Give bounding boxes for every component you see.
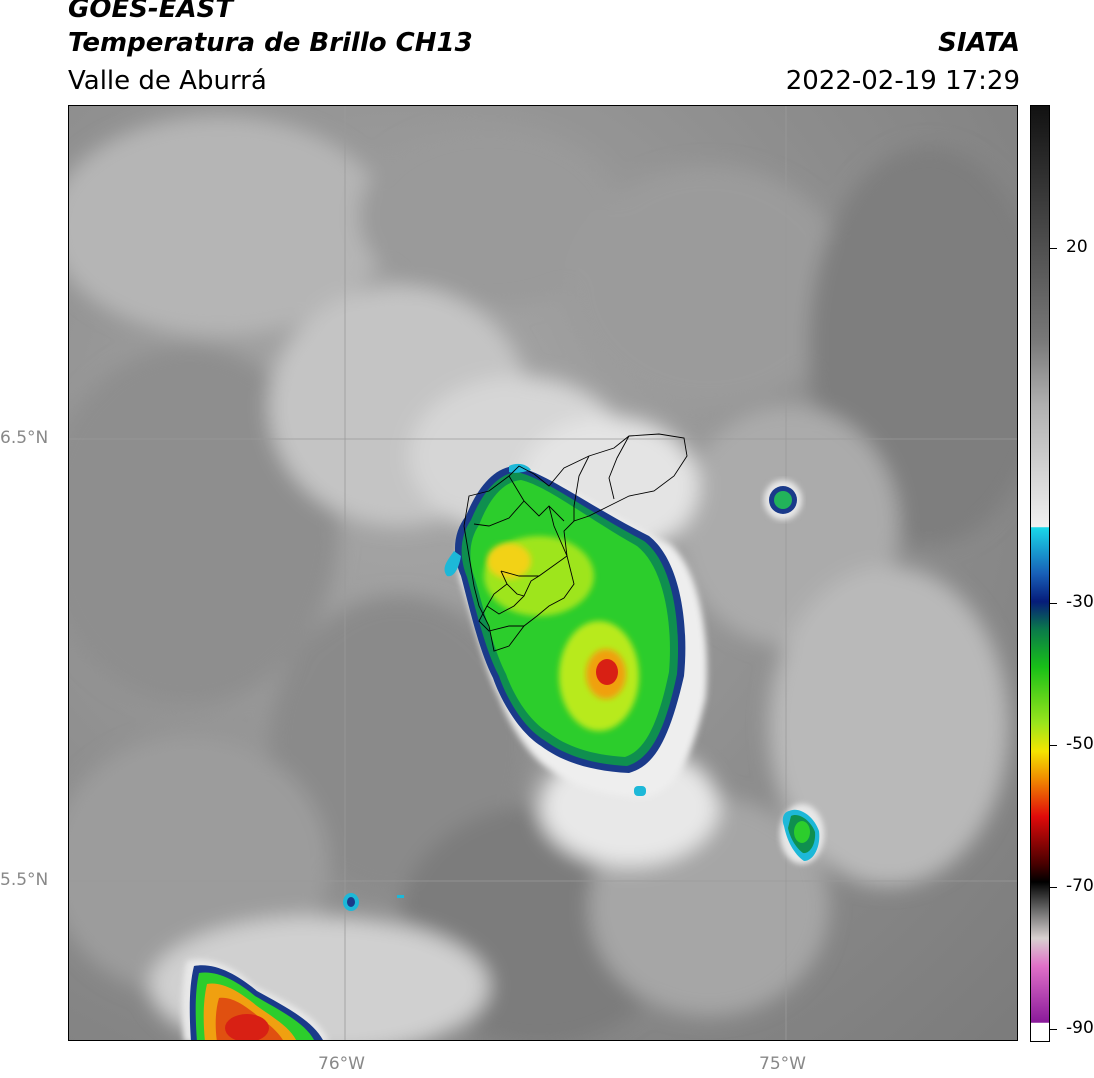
datetime-label: 2022-02-19 17:29 — [785, 66, 1020, 96]
colorbar-label-minus70: -70 — [1066, 876, 1094, 896]
convective-cell-east — [764, 480, 802, 520]
municipal-boundaries — [463, 433, 688, 652]
colorbar-label-20: 20 — [1066, 237, 1088, 257]
product-title: GOES-EAST — [68, 0, 234, 24]
small-echo-west — [343, 893, 404, 911]
colorbar-tick-minus70 — [1050, 887, 1057, 888]
lon-label-75w: 75°W — [759, 1054, 806, 1074]
colorbar-gradient — [1031, 106, 1049, 1041]
lat-label-5-5n: 5.5°N — [0, 870, 49, 890]
colorbar — [1030, 105, 1050, 1042]
graticule — [69, 106, 1017, 1040]
colorbar-tick-minus30 — [1050, 603, 1057, 604]
colorbar-label-minus30: -30 — [1066, 592, 1094, 612]
lat-label-6-5n: 6.5°N — [0, 428, 49, 448]
cloud-texture — [69, 116, 1017, 1040]
satellite-map[interactable] — [68, 105, 1018, 1041]
organization-label: SIATA — [938, 28, 1020, 58]
colorbar-tick-minus50 — [1050, 745, 1057, 746]
colorbar-label-minus50: -50 — [1066, 734, 1094, 754]
colorbar-label-minus90: -90 — [1066, 1018, 1094, 1038]
region-label: Valle de Aburrá — [68, 66, 267, 96]
colorbar-tick-20 — [1050, 248, 1057, 249]
convective-cell-southwest — [182, 959, 329, 1040]
convective-cell-southeast — [780, 804, 824, 864]
lon-label-76w: 76°W — [318, 1054, 365, 1074]
convective-cell-main — [444, 463, 707, 799]
map-canvas — [69, 106, 1017, 1040]
channel-title: Temperatura de Brillo CH13 — [68, 28, 473, 58]
colorbar-tick-minus90 — [1050, 1029, 1057, 1030]
